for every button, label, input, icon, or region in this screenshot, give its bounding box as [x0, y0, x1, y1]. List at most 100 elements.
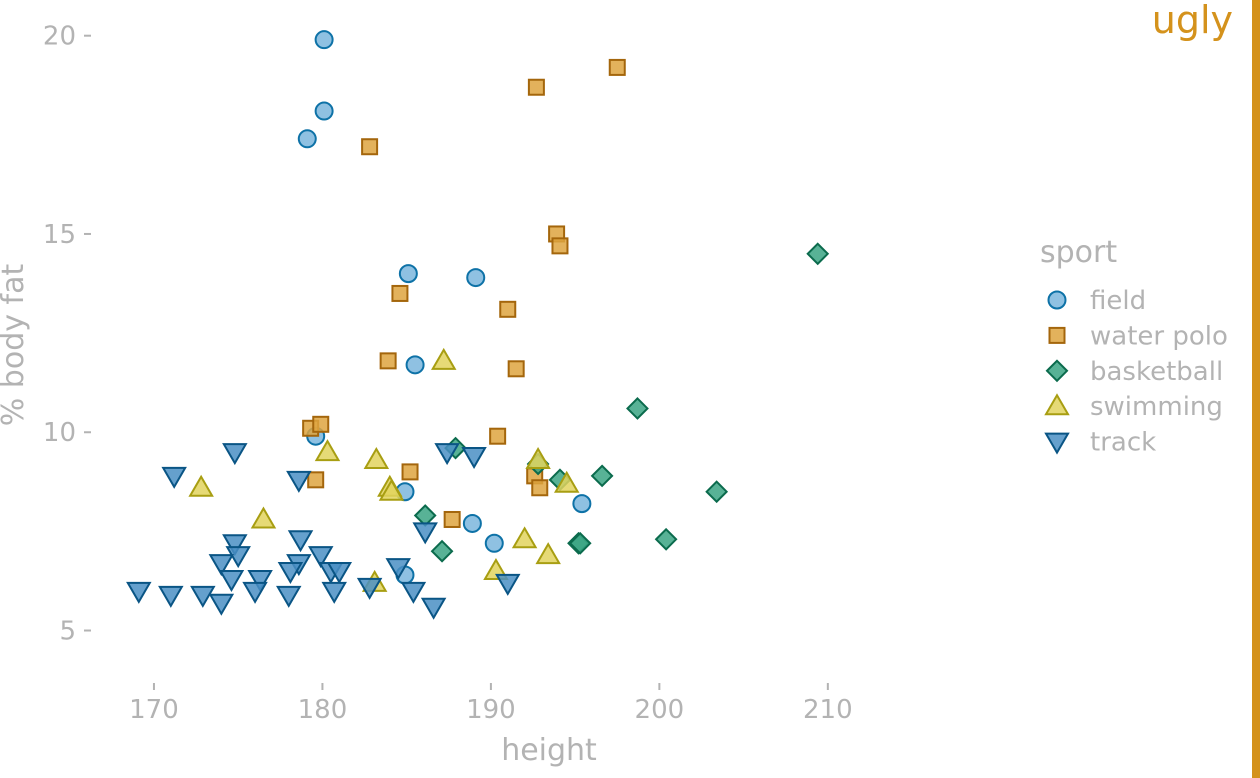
data-point: [430, 539, 454, 563]
legend-label: swimming: [1090, 392, 1223, 422]
data-point: [626, 397, 649, 420]
data-point: [286, 470, 312, 493]
data-point: [405, 355, 425, 375]
data-point: [385, 558, 411, 581]
legend: sport field water polo basketball swimming t…: [1040, 235, 1228, 458]
data-point: [401, 463, 419, 481]
data-point: [190, 585, 216, 608]
data-point: [297, 129, 317, 149]
y-axis: 5 10 15 20: [43, 22, 91, 647]
data-point: [568, 531, 592, 555]
data-point: [356, 577, 383, 600]
series-basketball: [413, 242, 830, 563]
y-tick-label: 20: [43, 22, 76, 52]
data-point: [420, 597, 447, 620]
data-point: [363, 447, 390, 469]
data-point: [412, 522, 438, 545]
data-point: [378, 478, 405, 501]
data-point: [531, 479, 549, 497]
data-point: [314, 439, 341, 462]
data-point: [590, 464, 614, 488]
data-point: [188, 474, 214, 497]
x-tick-label: 210: [803, 695, 853, 725]
data-point: [361, 138, 379, 156]
series-water-polo: [302, 58, 626, 528]
data-point: [489, 427, 507, 445]
data-point: [654, 527, 678, 551]
x-axis: 170 180 190 200 210: [129, 683, 853, 725]
data-point: [247, 569, 273, 592]
data-point: [161, 466, 187, 489]
data-point: [250, 506, 277, 529]
legend-key: [1045, 359, 1069, 383]
data-point: [535, 542, 561, 565]
data-point: [242, 581, 268, 604]
data-point: [553, 470, 580, 493]
data-point: [222, 443, 248, 466]
data-point: [208, 593, 235, 616]
x-axis-title: height: [501, 733, 597, 768]
data-point: [462, 513, 482, 533]
data-point: [511, 526, 538, 549]
data-point: [208, 554, 235, 577]
data-point: [326, 562, 353, 585]
data-point: [608, 58, 626, 76]
data-point: [225, 546, 251, 569]
x-tick-label: 200: [635, 695, 685, 725]
series-field: [297, 30, 592, 585]
data-point: [158, 585, 184, 608]
y-tick-label: 10: [43, 418, 76, 448]
data-point: [495, 573, 521, 596]
data-point: [126, 581, 152, 604]
data-point: [321, 581, 347, 604]
data-point: [308, 546, 334, 569]
data-point: [398, 264, 418, 284]
legend-key: [1047, 290, 1067, 310]
data-point: [391, 284, 409, 302]
data-point: [434, 443, 460, 466]
data-point: [507, 360, 525, 378]
data-point: [400, 581, 427, 604]
y-axis-title: % body fat: [0, 264, 31, 427]
data-point: [466, 268, 486, 288]
tag-side-bar: [1252, 0, 1260, 778]
legend-label: field: [1090, 286, 1146, 316]
data-point: [218, 569, 245, 592]
legend-label: track: [1090, 428, 1156, 458]
legend-key: [1044, 393, 1070, 416]
series-track: [126, 443, 521, 620]
data-point: [572, 494, 592, 514]
data-point: [461, 447, 487, 470]
data-point: [484, 533, 504, 553]
data-point: [314, 30, 334, 50]
y-tick-label: 15: [43, 220, 76, 250]
data-point: [287, 530, 314, 553]
series-swimming: [188, 347, 580, 592]
data-point: [705, 480, 729, 504]
data-point: [379, 352, 397, 370]
data-point: [806, 242, 830, 266]
plot-points: [126, 30, 830, 620]
legend-title: sport: [1040, 235, 1117, 270]
tag-label: ugly: [1152, 0, 1233, 42]
data-point: [527, 78, 545, 96]
data-point: [499, 300, 517, 318]
legend-label: water polo: [1090, 321, 1228, 351]
data-point: [314, 101, 334, 121]
legend-key: [1048, 326, 1066, 344]
legend-key: [1044, 432, 1070, 455]
x-tick-label: 190: [466, 695, 516, 725]
y-tick-label: 5: [59, 617, 76, 647]
data-point: [525, 447, 551, 469]
data-point: [551, 237, 569, 255]
data-point: [443, 510, 461, 528]
data-point: [277, 562, 304, 585]
data-point: [312, 415, 330, 433]
x-tick-label: 170: [129, 695, 179, 725]
data-point: [276, 585, 302, 608]
legend-label: basketball: [1090, 357, 1223, 387]
data-point: [307, 471, 325, 489]
x-tick-label: 180: [298, 695, 348, 725]
data-point: [222, 534, 248, 557]
